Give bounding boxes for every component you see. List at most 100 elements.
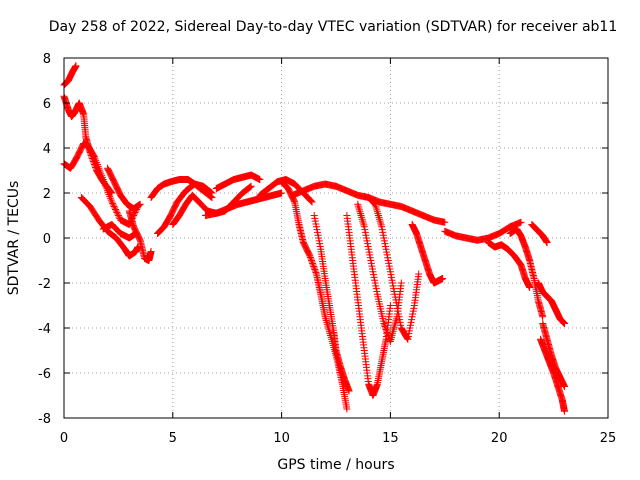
data-point <box>560 407 568 415</box>
data-point <box>109 200 117 207</box>
data-point <box>114 212 122 219</box>
data-point <box>246 183 254 191</box>
data-point <box>309 260 317 267</box>
data-point <box>256 176 264 183</box>
x-tick-label: 10 <box>273 431 290 446</box>
series-arc-21 <box>441 218 525 244</box>
data-point <box>384 330 392 338</box>
y-axis-label: SDTVAR / TECUs <box>6 181 22 296</box>
y-tick-label: 2 <box>43 187 51 202</box>
series-arc-15 <box>310 212 353 395</box>
x-tick-label: 0 <box>60 431 68 446</box>
data-point <box>207 188 215 196</box>
series-arc-04 <box>77 194 142 260</box>
y-tick-label: -8 <box>38 412 51 427</box>
series-arc-09 <box>154 180 216 237</box>
data-point <box>108 198 116 206</box>
data-point <box>308 198 316 206</box>
data-point <box>311 267 319 275</box>
data-point <box>397 279 405 287</box>
y-tick-label: -4 <box>38 322 51 337</box>
data-point <box>382 326 390 333</box>
data-point <box>311 266 319 273</box>
data-point <box>382 324 390 332</box>
data-point <box>560 383 568 390</box>
series-arc-16 <box>343 212 394 399</box>
data-points <box>60 62 568 415</box>
chart-title: Day 258 of 2022, Sidereal Day-to-day VTE… <box>49 19 618 35</box>
tick-labels: 0 5 10 15 20 25 -8 -6 -4 -2 0 2 4 6 8 <box>38 52 616 446</box>
data-point <box>307 255 315 263</box>
data-point <box>72 62 80 70</box>
data-point <box>381 323 389 330</box>
data-point <box>308 257 316 264</box>
data-point <box>345 387 353 395</box>
series-arc-12 <box>212 171 264 192</box>
data-point <box>306 252 314 260</box>
data-point <box>110 203 118 210</box>
data-point <box>247 182 255 190</box>
data-point <box>383 327 391 335</box>
data-point <box>380 320 388 327</box>
x-tick-label: 15 <box>382 431 399 446</box>
data-point <box>147 248 155 255</box>
x-axis-label: GPS time / hours <box>277 457 394 473</box>
data-point <box>308 258 316 266</box>
data-point <box>526 284 534 291</box>
y-tick-label: -2 <box>38 277 51 292</box>
data-point <box>415 270 423 278</box>
data-point <box>111 204 119 212</box>
data-point <box>310 263 318 270</box>
data-point <box>543 239 551 246</box>
data-point <box>517 218 525 226</box>
x-tick-label: 25 <box>600 431 617 446</box>
y-tick-label: 8 <box>43 52 51 67</box>
series-arc-26 <box>539 320 568 390</box>
data-point <box>312 269 320 276</box>
data-point <box>290 197 298 205</box>
data-point <box>307 197 315 204</box>
data-point <box>439 275 447 282</box>
data-point <box>246 183 254 191</box>
series-arc-19 <box>288 180 449 226</box>
data-point <box>109 201 117 209</box>
y-tick-label: 6 <box>43 97 51 112</box>
series-arc-05 <box>99 221 140 242</box>
data-point <box>112 207 120 215</box>
series-arc-08 <box>147 176 216 201</box>
series-arc-23 <box>506 225 547 321</box>
data-point <box>208 189 216 197</box>
series-arc-11 <box>201 189 286 219</box>
y-tick-label: 0 <box>43 232 51 247</box>
data-point <box>343 405 351 413</box>
data-point <box>111 206 119 213</box>
series-arc-24 <box>534 279 568 327</box>
data-point <box>383 329 391 336</box>
data-point <box>380 321 388 329</box>
data-point <box>136 200 144 208</box>
series-arc-06 <box>104 164 144 213</box>
y-tick-label: -6 <box>38 367 51 382</box>
axis-ticks <box>63 57 609 419</box>
series-arc-27 <box>528 221 551 246</box>
series-arc-20 <box>408 221 447 287</box>
data-point <box>278 189 286 197</box>
data-point <box>207 188 215 196</box>
series-arc-14 <box>278 178 351 413</box>
data-point <box>560 320 568 327</box>
x-tick-label: 20 <box>491 431 508 446</box>
data-point <box>310 264 318 272</box>
data-point <box>309 261 317 269</box>
data-point <box>307 197 315 205</box>
data-point <box>386 302 394 309</box>
data-point <box>306 254 314 261</box>
series-arc-07 <box>125 207 155 264</box>
grid <box>64 58 608 418</box>
data-point <box>114 210 122 218</box>
x-tick-label: 5 <box>169 431 177 446</box>
data-point <box>113 209 121 216</box>
series-arc-22 <box>484 239 534 291</box>
data-point <box>539 313 547 321</box>
